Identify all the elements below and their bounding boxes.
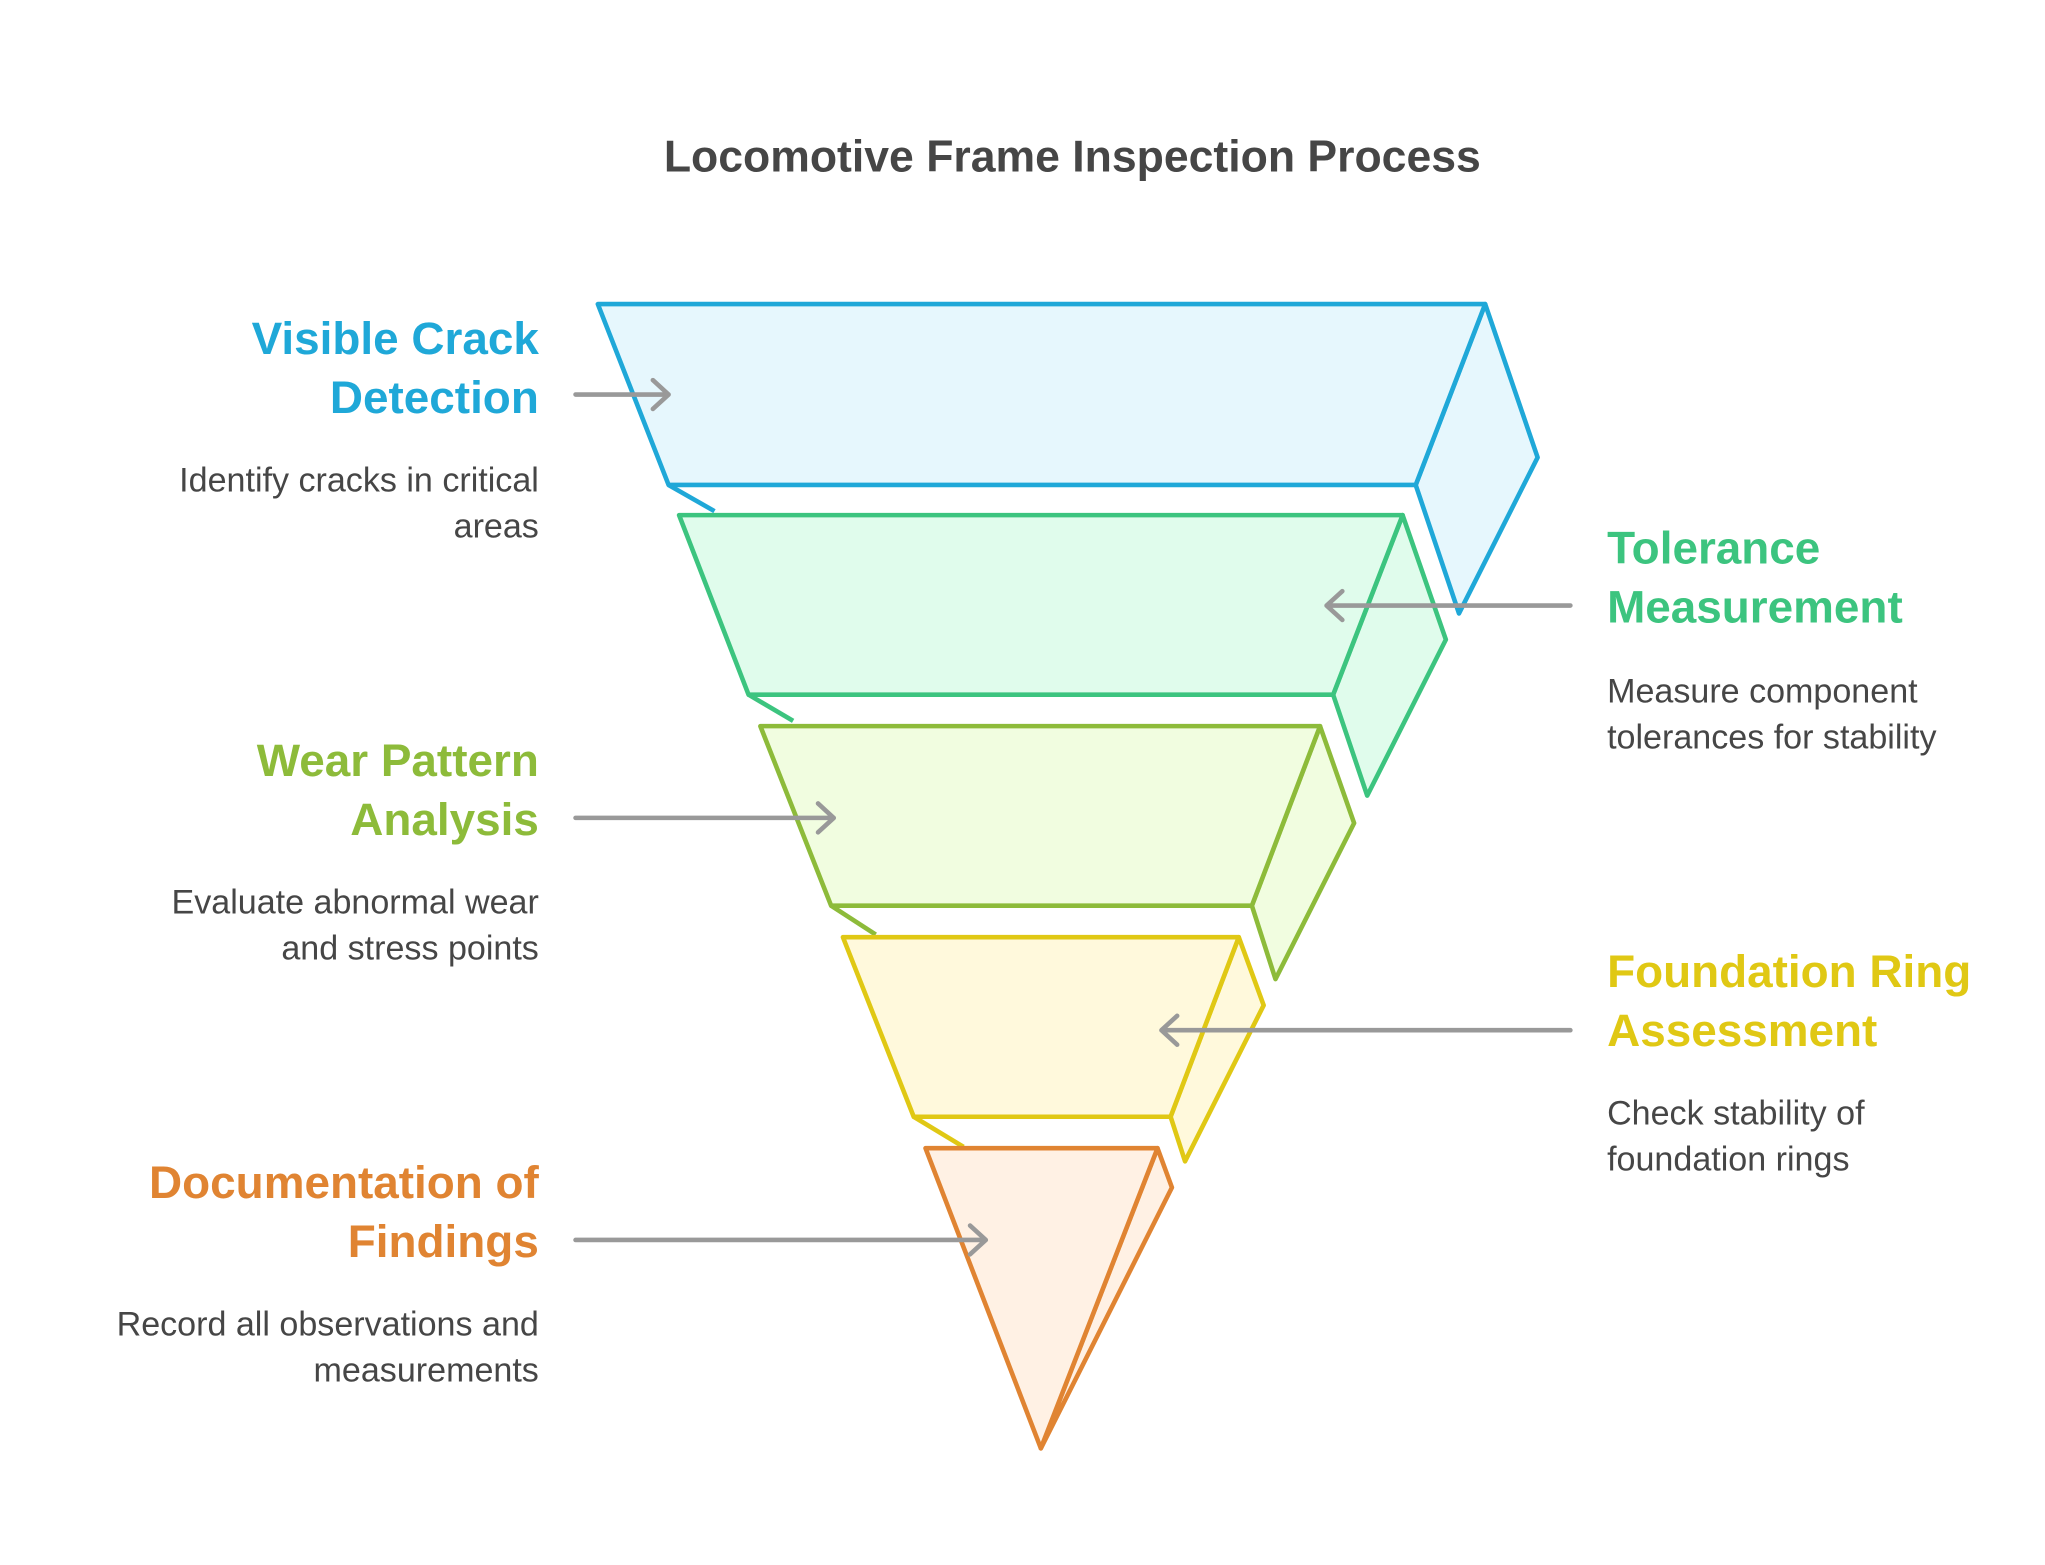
stage-3-layer xyxy=(758,723,1357,982)
stage-4-description: Check stability of foundation rings xyxy=(1607,1095,1865,1179)
arrow-icon xyxy=(1324,588,1573,623)
arrow-icon xyxy=(573,377,671,412)
stage-5-front xyxy=(923,1145,1160,1451)
stage-3-description: Evaluate abnormal wear and stress points xyxy=(172,884,539,968)
stage-2-edge xyxy=(747,692,795,723)
stage-2-front xyxy=(676,512,1405,697)
stage-4-front xyxy=(840,934,1242,1120)
stage-5-description: Record all observations and measurements xyxy=(117,1306,539,1390)
stage-1-edge xyxy=(667,482,716,514)
stage-5-title: Documentation of Findings xyxy=(149,1156,540,1267)
stage-3-edge xyxy=(829,903,877,937)
stage-1-title: Visible Crack Detection xyxy=(252,312,540,423)
arrow-icon xyxy=(573,1223,989,1257)
stage-4-layer xyxy=(840,934,1266,1164)
stage-4-title: Foundation Ring Assessment xyxy=(1607,945,1971,1056)
diagram-title: Locomotive Frame Inspection Process xyxy=(664,133,1481,182)
stage-3-title: Wear Pattern Analysis xyxy=(257,734,539,845)
stage-2-title: Tolerance Measurement xyxy=(1607,522,1903,633)
stage-1-layer xyxy=(595,301,1540,616)
stage-2-layer xyxy=(676,512,1449,798)
stage-2-description: Measure component tolerances for stabilit… xyxy=(1607,673,1936,757)
stage-4-edge xyxy=(912,1114,965,1149)
arrow-icon xyxy=(573,801,837,835)
stage-1-description: Identify cracks in critical areas xyxy=(179,462,539,546)
stage-1-front xyxy=(595,301,1488,488)
stage-3-front xyxy=(758,723,1323,909)
arrow-icon xyxy=(1159,1013,1573,1047)
stage-5-layer xyxy=(923,1145,1175,1451)
